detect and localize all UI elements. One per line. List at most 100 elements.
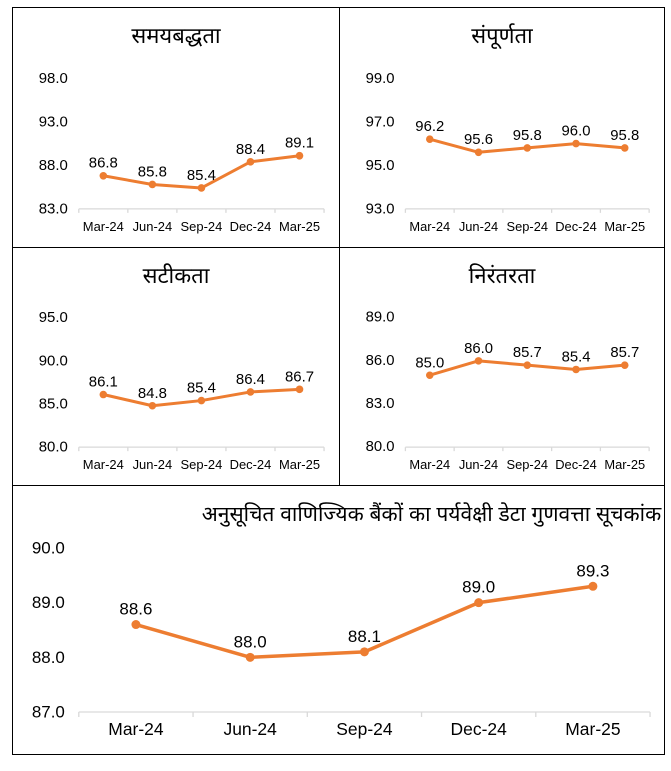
y-tick-label: 93.0 <box>366 200 395 217</box>
data-point-marker <box>197 184 206 192</box>
y-tick-label: 86.0 <box>366 353 395 369</box>
data-point-marker <box>197 396 206 405</box>
data-point-marker <box>620 361 629 369</box>
data-point-marker <box>359 647 369 657</box>
y-tick-label: 87.0 <box>32 702 65 721</box>
data-point-label: 86.0 <box>464 341 493 357</box>
sdqi-dashboard: समयबद्धता 83.0 88.0 93.0 98.0 Mar-24 Jun-24 Se… <box>12 7 665 755</box>
y-tick-label: 98.0 <box>39 70 68 87</box>
line-chart-timeliness: 83.0 88.0 93.0 98.0 Mar-24 Jun-24 Sep-24 Dec-24… <box>39 70 325 234</box>
x-tick-label: Sep-24 <box>181 457 223 472</box>
y-tick-label: 88.0 <box>39 157 68 174</box>
data-point-marker <box>474 357 483 365</box>
data-point-marker <box>474 148 483 157</box>
x-tick-label: Mar-24 <box>108 719 164 739</box>
data-point-marker <box>588 581 598 591</box>
y-tick-label: 89.0 <box>366 310 395 326</box>
x-tick-label: Dec-24 <box>555 219 596 234</box>
data-point-label: 88.6 <box>119 600 152 619</box>
data-point-marker <box>426 371 434 380</box>
x-tick-label: Sep-24 <box>181 219 223 234</box>
y-tick-label: 95.0 <box>39 309 68 326</box>
data-point-marker <box>148 401 157 410</box>
y-tick-label: 80.0 <box>39 439 68 456</box>
x-tick-label: Sep-24 <box>507 219 549 234</box>
panel-accuracy: सटीकता 80.0 85.0 90.0 95.0 Mar-24 Jun-24 Sep-2… <box>13 248 340 486</box>
y-tick-label: 88.0 <box>32 648 65 667</box>
data-point-marker <box>295 385 304 394</box>
data-point-label: 86.1 <box>89 374 118 391</box>
data-point-marker <box>148 180 157 189</box>
data-point-label: 89.0 <box>462 578 495 597</box>
y-tick-label: 80.0 <box>366 439 395 455</box>
x-tick-label: Jun-24 <box>459 219 498 234</box>
data-point-label: 85.7 <box>513 345 542 361</box>
line-chart-consistency: 80.0 83.0 86.0 89.0 Mar-24 Jun-24 Sep-24 Dec-24… <box>366 310 650 472</box>
data-point-label: 85.7 <box>610 345 639 361</box>
y-tick-label: 85.0 <box>39 396 68 413</box>
data-point-label: 95.6 <box>464 131 493 148</box>
panel-completeness: संपूर्णता 93.0 95.0 97.0 99.0 Mar-24 Jun-24 Se… <box>340 8 664 248</box>
data-point-label: 96.0 <box>562 122 591 139</box>
y-tick-label: 95.0 <box>366 157 395 174</box>
line-chart-completeness: 93.0 95.0 97.0 99.0 Mar-24 Jun-24 Sep-24 Dec-24… <box>366 70 650 234</box>
data-point-label: 85.0 <box>415 355 444 371</box>
data-point-marker <box>426 135 434 144</box>
data-point-marker <box>474 598 484 608</box>
data-point-marker <box>99 171 108 180</box>
data-point-label: 85.4 <box>187 167 216 184</box>
data-point-label: 89.1 <box>285 135 314 152</box>
x-tick-label: Mar-25 <box>279 457 320 472</box>
x-tick-label: Dec-24 <box>555 457 597 472</box>
panel-consistency: निरंतरता 80.0 83.0 86.0 89.0 Mar-24 Jun-24 Sep… <box>340 248 664 486</box>
data-point-marker <box>246 158 255 166</box>
data-point-label: 85.8 <box>138 163 167 180</box>
x-tick-label: Sep-24 <box>507 457 549 472</box>
x-tick-label: Jun-24 <box>224 719 278 739</box>
y-tick-label: 90.0 <box>32 538 65 557</box>
x-tick-label: Mar-25 <box>279 219 320 234</box>
data-point-label: 85.4 <box>187 380 216 397</box>
y-tick-label: 90.0 <box>39 352 68 369</box>
data-point-label: 95.8 <box>513 127 542 144</box>
x-tick-label: Dec-24 <box>230 457 272 472</box>
x-tick-label: Jun-24 <box>133 219 173 234</box>
x-tick-label: Jun-24 <box>133 457 173 472</box>
data-point-label: 96.2 <box>415 118 444 135</box>
y-tick-label: 97.0 <box>366 113 395 130</box>
y-tick-label: 99.0 <box>366 70 395 87</box>
x-tick-label: Sep-24 <box>336 719 393 739</box>
panel-timeliness: समयबद्धता 83.0 88.0 93.0 98.0 Mar-24 Jun-24 Se… <box>13 8 340 248</box>
x-tick-label: Mar-25 <box>604 219 645 234</box>
data-point-marker <box>295 151 304 160</box>
x-tick-label: Jun-24 <box>459 457 498 472</box>
data-point-label: 88.1 <box>348 627 381 646</box>
line-chart-accuracy: 80.0 85.0 90.0 95.0 Mar-24 Jun-24 Sep-24 Dec-24… <box>39 309 325 472</box>
data-point-label: 86.4 <box>236 371 265 388</box>
data-point-marker <box>523 144 532 152</box>
x-tick-label: Mar-25 <box>565 719 620 739</box>
data-point-label: 88.0 <box>234 632 267 651</box>
data-point-marker <box>523 361 532 369</box>
data-point-label: 88.4 <box>236 141 265 158</box>
x-tick-label: Mar-24 <box>409 457 450 472</box>
x-tick-label: Mar-24 <box>83 457 124 472</box>
x-tick-label: Mar-24 <box>83 219 124 234</box>
series-line <box>134 584 595 660</box>
x-tick-label: Dec-24 <box>451 719 508 739</box>
panel-sdqi-overall: अनुसूचित वाणिज्यिक बैंकों का पर्यवेक्षी … <box>13 486 664 754</box>
x-tick-label: Mar-25 <box>604 457 645 472</box>
y-tick-label: 89.0 <box>32 593 65 612</box>
y-tick-label: 83.0 <box>39 200 68 217</box>
data-point-label: 86.7 <box>285 368 314 385</box>
data-point-marker <box>572 139 580 148</box>
data-point-marker <box>620 144 629 152</box>
data-point-marker <box>572 365 580 374</box>
y-tick-label: 83.0 <box>366 396 395 412</box>
y-tick-label: 93.0 <box>39 113 68 130</box>
x-tick-label: Mar-24 <box>409 219 450 234</box>
data-point-marker <box>131 620 141 630</box>
data-point-label: 84.8 <box>138 385 167 402</box>
line-chart-sdqi-overall: 87.0 88.0 89.0 90.0 Mar-24 Jun-24 Sep-24 Dec-24… <box>32 538 651 739</box>
data-point-marker <box>246 388 255 396</box>
